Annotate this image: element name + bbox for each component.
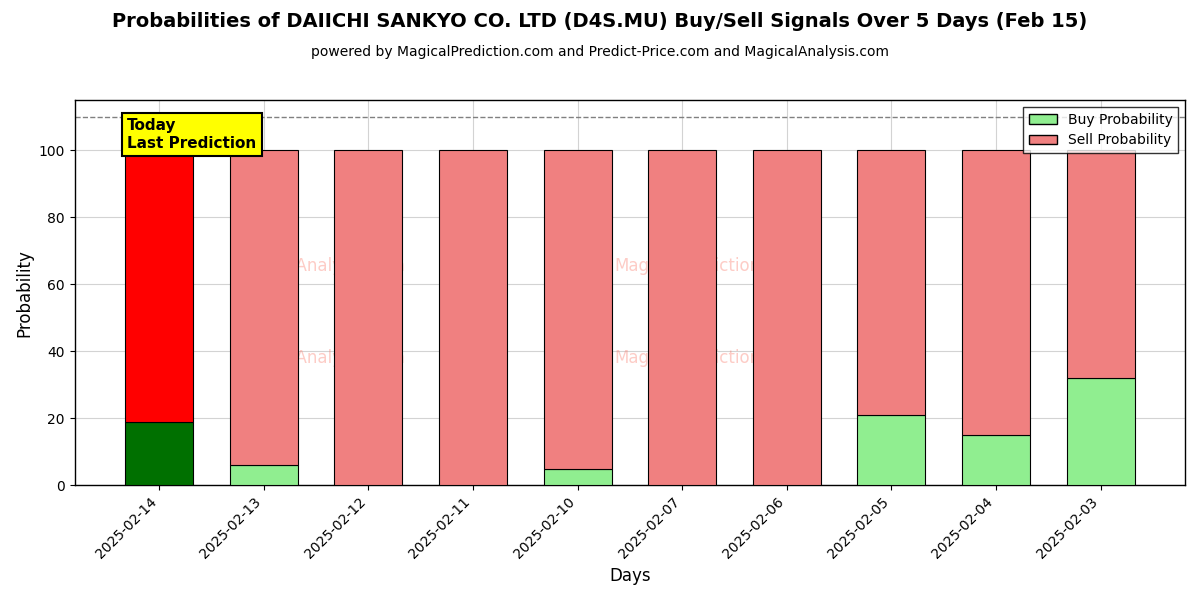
X-axis label: Days: Days xyxy=(610,567,650,585)
Bar xyxy=(857,150,925,415)
Bar xyxy=(857,415,925,485)
Y-axis label: Probability: Probability xyxy=(16,248,34,337)
Bar xyxy=(962,435,1030,485)
Bar xyxy=(229,465,298,485)
Bar xyxy=(544,150,612,469)
Text: MagicalPrediction.com: MagicalPrediction.com xyxy=(614,257,800,275)
Text: MagicalPrediction.com: MagicalPrediction.com xyxy=(614,349,800,367)
Bar xyxy=(1067,378,1134,485)
Bar xyxy=(335,150,402,485)
Bar xyxy=(125,150,193,422)
Text: Today
Last Prediction: Today Last Prediction xyxy=(127,118,257,151)
Bar xyxy=(439,150,506,485)
Bar xyxy=(229,150,298,465)
Text: Probabilities of DAIICHI SANKYO CO. LTD (D4S.MU) Buy/Sell Signals Over 5 Days (F: Probabilities of DAIICHI SANKYO CO. LTD … xyxy=(113,12,1087,31)
Bar xyxy=(648,150,716,485)
Bar xyxy=(544,469,612,485)
Text: MagicalAnalysis.com: MagicalAnalysis.com xyxy=(233,349,406,367)
Text: MagicalAnalysis.com: MagicalAnalysis.com xyxy=(233,257,406,275)
Legend: Buy Probability, Sell Probability: Buy Probability, Sell Probability xyxy=(1024,107,1178,153)
Bar xyxy=(125,422,193,485)
Bar xyxy=(752,150,821,485)
Bar xyxy=(1067,150,1134,378)
Text: powered by MagicalPrediction.com and Predict-Price.com and MagicalAnalysis.com: powered by MagicalPrediction.com and Pre… xyxy=(311,45,889,59)
Bar xyxy=(962,150,1030,435)
